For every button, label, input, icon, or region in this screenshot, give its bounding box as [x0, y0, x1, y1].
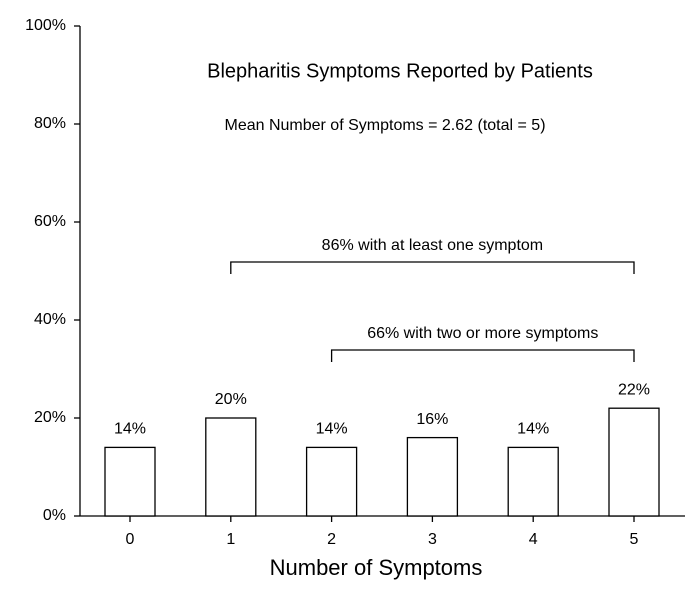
x-tick-label: 3	[428, 531, 437, 548]
annotation-text: 66% with two or more symptoms	[367, 325, 598, 342]
bar	[406, 436, 459, 517]
x-axis-label: Number of Symptoms	[270, 555, 483, 580]
x-tick-label: 5	[630, 531, 639, 548]
annotation-bracket	[230, 261, 635, 274]
bar	[104, 446, 156, 517]
bar	[205, 417, 257, 517]
x-tick-label: 0	[126, 531, 135, 548]
chart-subtitle: Mean Number of Symptoms = 2.62 (total = …	[224, 117, 545, 134]
bar	[608, 407, 660, 517]
y-tick-label: 0%	[43, 507, 66, 524]
bar	[305, 446, 358, 517]
value-label: 14%	[316, 421, 348, 438]
y-tick-label: 100%	[25, 17, 66, 34]
y-tick-label: 80%	[34, 115, 66, 132]
value-label: 14%	[517, 421, 549, 438]
value-label: 22%	[618, 381, 650, 398]
y-tick-label: 20%	[34, 409, 66, 426]
y-tick-label: 40%	[34, 311, 66, 328]
bar	[507, 446, 559, 517]
annotation-bracket	[330, 349, 635, 362]
chart-title: Blepharitis Symptoms Reported by Patient…	[207, 60, 593, 82]
x-tick-label: 1	[226, 531, 235, 548]
value-label: 14%	[114, 421, 146, 438]
x-tick-label: 4	[529, 531, 538, 548]
value-label: 16%	[416, 411, 448, 428]
value-label: 20%	[215, 391, 247, 408]
x-tick-label: 2	[327, 531, 336, 548]
y-tick-label: 60%	[34, 213, 66, 230]
annotation-text: 86% with at least one symptom	[322, 237, 543, 254]
